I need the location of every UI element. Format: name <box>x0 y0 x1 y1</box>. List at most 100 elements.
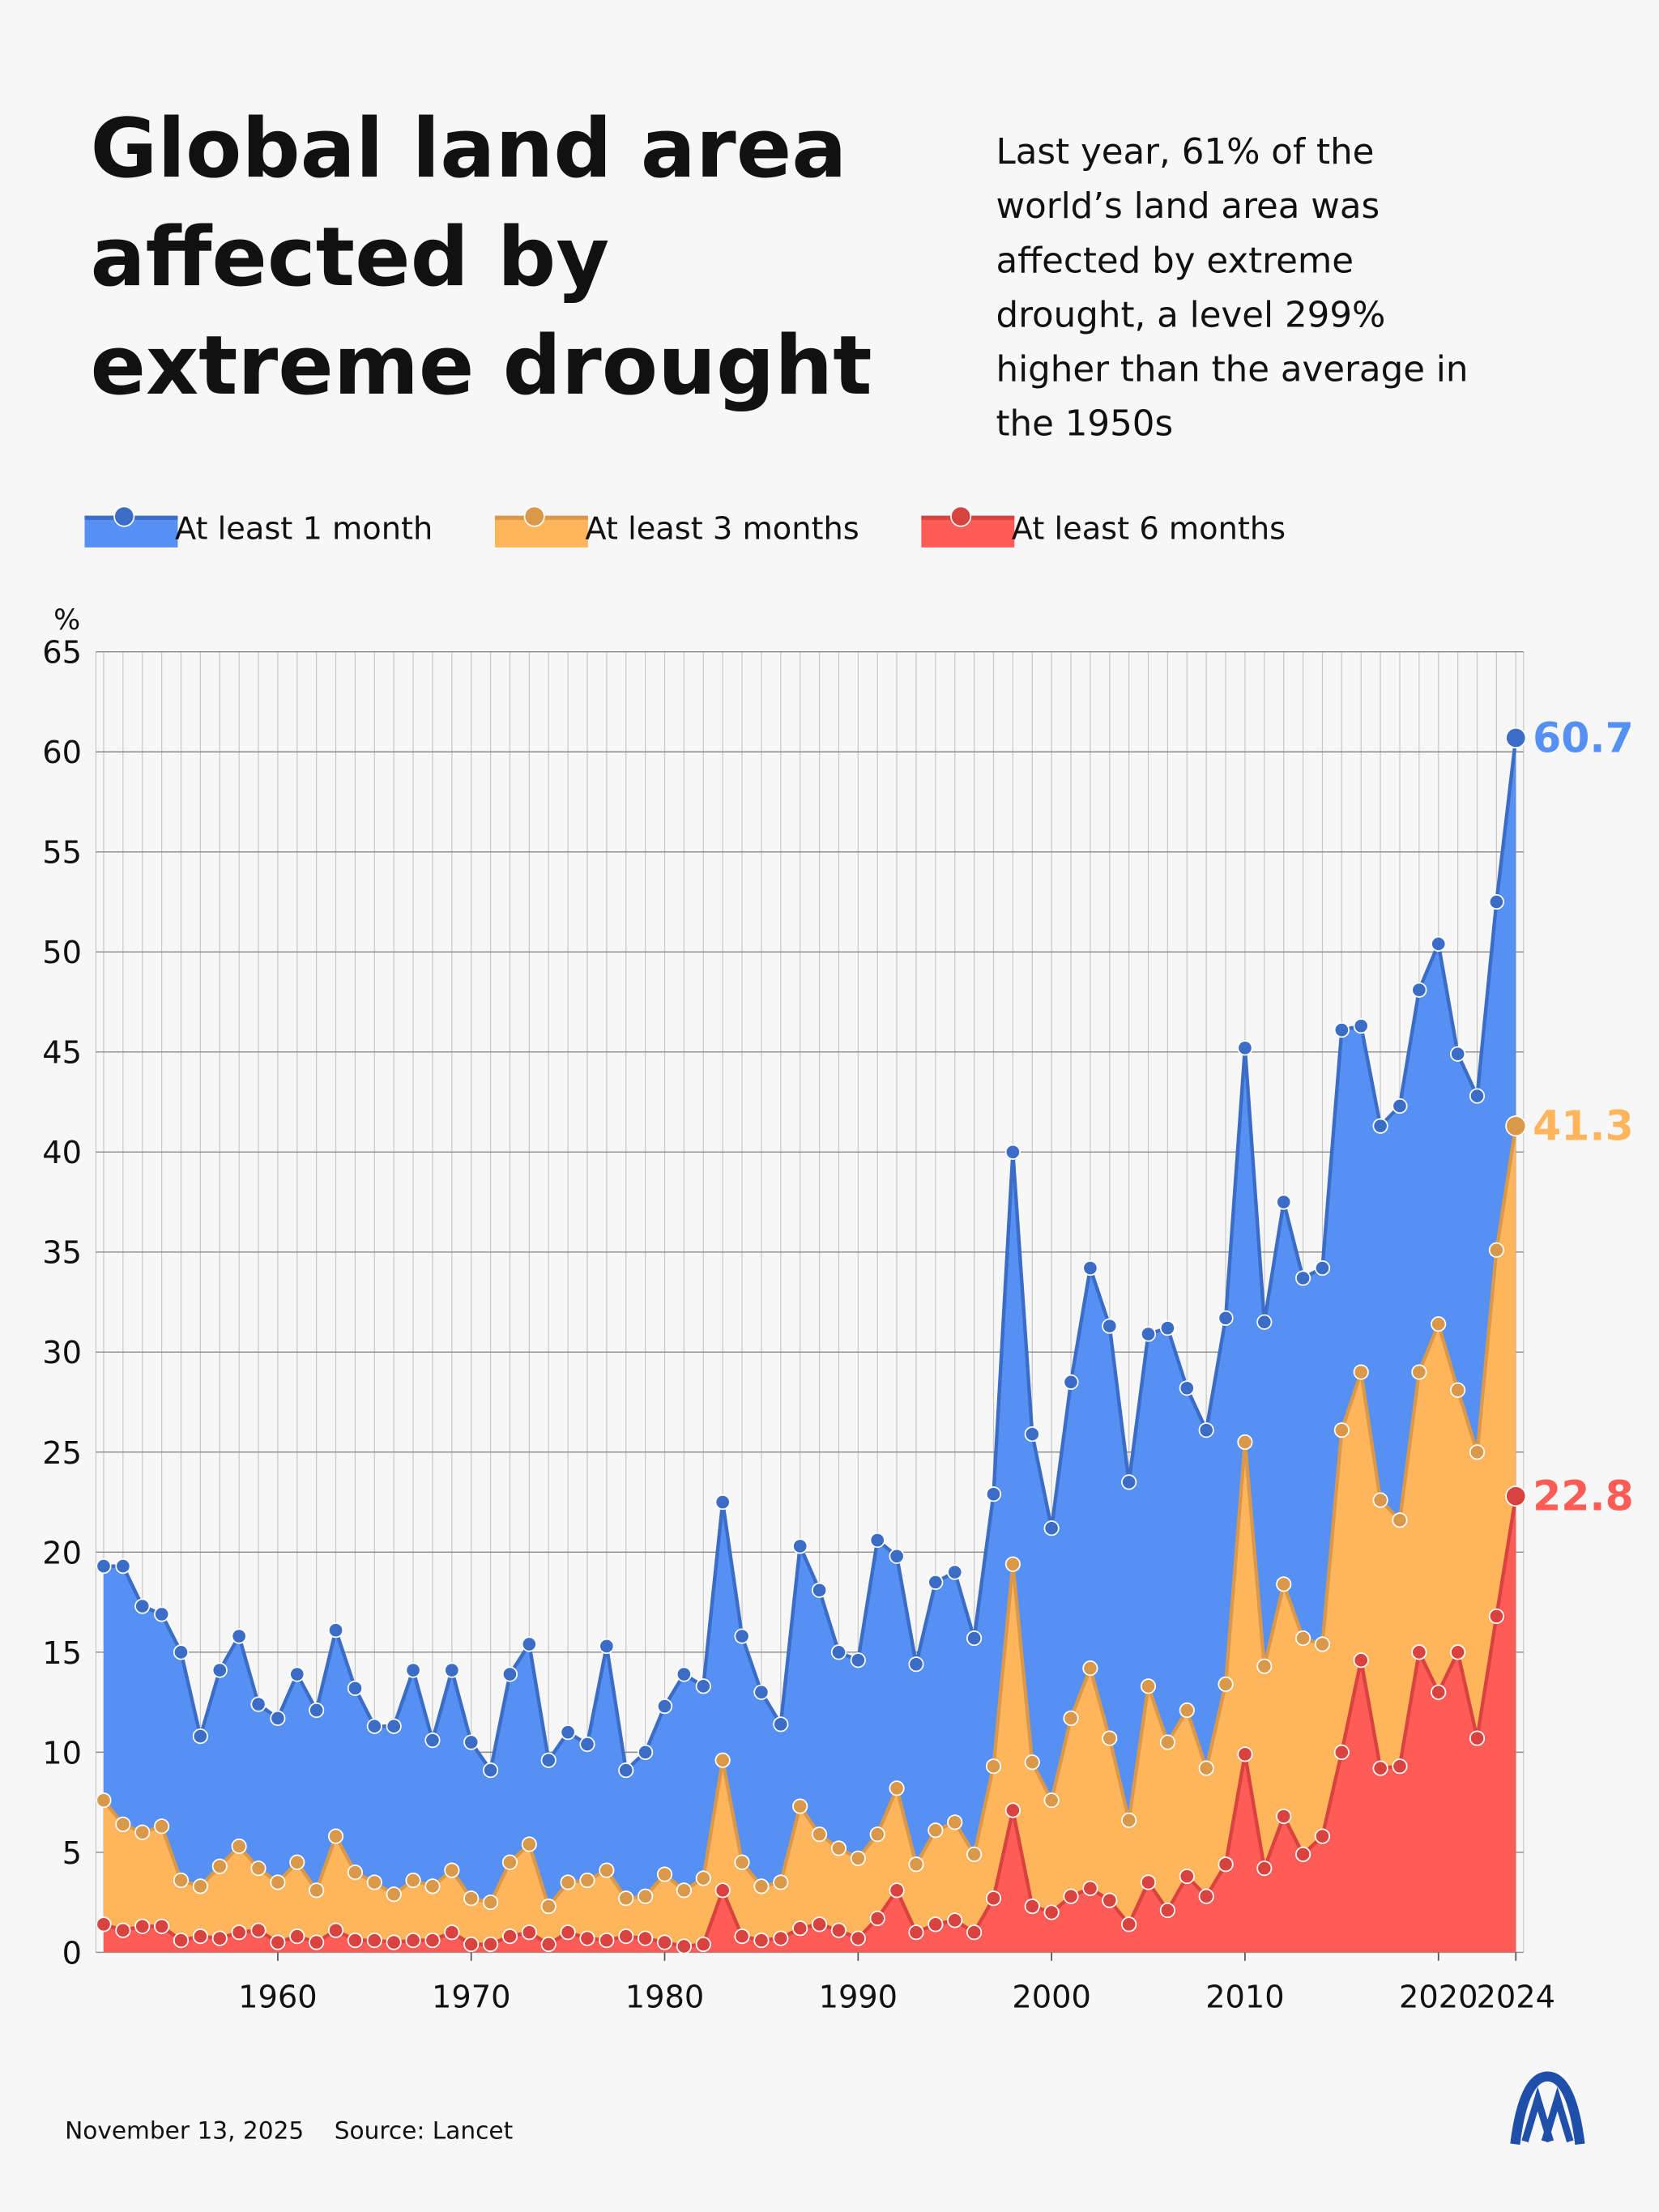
data-point <box>792 1920 808 1937</box>
data-point <box>386 1934 402 1950</box>
y-tick-label: 55 <box>42 835 82 872</box>
data-point <box>869 1532 885 1549</box>
data-point <box>1469 1730 1486 1746</box>
data-point <box>1140 1326 1157 1342</box>
data-point <box>850 1850 866 1866</box>
data-point <box>463 1936 480 1953</box>
data-point <box>869 1910 885 1926</box>
data-point <box>695 1870 711 1886</box>
logo-letters <box>1521 2086 1574 2143</box>
data-point <box>231 1924 247 1941</box>
data-point <box>1488 1608 1504 1624</box>
data-point <box>540 1752 557 1768</box>
data-point <box>1237 1434 1253 1451</box>
data-point <box>463 1890 480 1907</box>
data-point <box>1353 1652 1369 1669</box>
data-point <box>753 1684 770 1700</box>
data-point <box>599 1638 615 1655</box>
x-tick-label: 1960 <box>238 1979 317 2015</box>
x-tick-label: 1980 <box>625 1979 704 2015</box>
data-point <box>231 1838 247 1855</box>
legend-label: At least 3 months <box>585 510 859 547</box>
data-point <box>1140 1678 1157 1694</box>
data-point <box>483 1762 499 1779</box>
data-point <box>250 1696 267 1712</box>
data-point <box>347 1932 364 1949</box>
data-point <box>1198 1888 1214 1904</box>
data-point <box>540 1936 557 1953</box>
data-point <box>1179 1380 1195 1396</box>
data-point <box>386 1718 402 1734</box>
data-point <box>1333 1422 1350 1438</box>
data-point <box>96 1558 112 1575</box>
data-point <box>985 1758 1002 1775</box>
data-point <box>966 1630 983 1647</box>
legend-label: At least 6 months <box>1012 510 1286 547</box>
data-point <box>830 1840 847 1856</box>
data-point <box>405 1932 421 1949</box>
data-point <box>424 1878 441 1894</box>
data-point <box>1063 1710 1079 1726</box>
data-point <box>928 1574 944 1590</box>
data-point <box>115 1922 131 1938</box>
data-point <box>792 1538 808 1554</box>
data-point <box>618 1890 634 1907</box>
end-value-label: 60.7 <box>1533 714 1634 761</box>
data-point <box>947 1814 963 1831</box>
data-point <box>327 1622 344 1639</box>
data-point <box>270 1874 286 1890</box>
data-point <box>1488 893 1504 910</box>
data-point <box>1450 1382 1466 1398</box>
data-point <box>1431 936 1447 952</box>
date: November 13, 2025 <box>65 2116 304 2144</box>
data-point <box>908 1924 924 1941</box>
data-point <box>1024 1426 1040 1443</box>
data-point <box>154 1818 170 1835</box>
source: Source: Lancet <box>335 2116 513 2144</box>
data-point <box>1218 1856 1234 1873</box>
x-tick-label: 2024 <box>1477 1979 1555 2015</box>
data-point <box>889 1882 905 1899</box>
data-point <box>656 1698 673 1715</box>
legend-marker <box>950 505 972 527</box>
data-point <box>947 1912 963 1929</box>
y-tick-label: 65 <box>42 635 82 671</box>
data-point <box>1392 1512 1408 1528</box>
data-point <box>211 1930 228 1946</box>
legend-marker <box>523 505 545 527</box>
data-point <box>1353 1364 1369 1380</box>
data-point <box>985 1486 1002 1502</box>
data-point <box>250 1922 267 1938</box>
data-point <box>1024 1899 1040 1915</box>
y-tick-label: 35 <box>42 1235 82 1272</box>
data-point <box>1294 1846 1311 1862</box>
data-point <box>289 1666 305 1682</box>
data-point <box>366 1932 382 1949</box>
data-point <box>773 1874 789 1890</box>
data-point <box>1140 1874 1157 1890</box>
data-point <box>714 1752 731 1768</box>
data-point <box>1505 1115 1527 1137</box>
data-point <box>734 1628 750 1644</box>
data-point <box>773 1716 789 1733</box>
data-point <box>1043 1792 1060 1809</box>
data-point <box>676 1882 692 1899</box>
data-point <box>811 1582 828 1598</box>
data-point <box>309 1882 325 1899</box>
data-point <box>695 1936 711 1953</box>
y-tick-label: 30 <box>42 1335 82 1371</box>
y-tick-label: 20 <box>42 1535 82 1571</box>
data-point <box>154 1918 170 1934</box>
data-point <box>501 1666 518 1682</box>
data-point <box>173 1932 190 1949</box>
data-point <box>309 1702 325 1719</box>
data-point <box>1159 1734 1175 1750</box>
data-point <box>250 1860 267 1877</box>
data-point <box>1121 1916 1137 1933</box>
data-point <box>560 1874 576 1890</box>
data-point <box>1198 1422 1214 1438</box>
data-point <box>1237 1746 1253 1762</box>
data-point <box>1488 1242 1504 1258</box>
data-point <box>1179 1702 1195 1719</box>
data-point <box>1218 1676 1234 1692</box>
